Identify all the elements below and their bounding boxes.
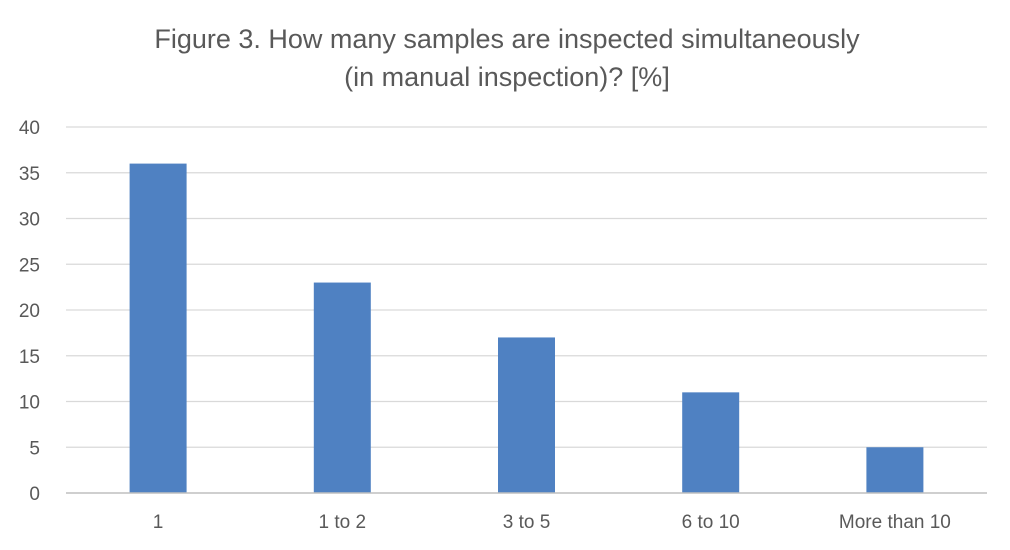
y-tick-label: 30 [19, 210, 40, 231]
y-tick-label: 5 [29, 438, 40, 459]
bar [129, 163, 187, 493]
x-tick-label: More than 10 [839, 512, 951, 533]
bar [313, 282, 371, 493]
x-tick-label: 1 to 2 [319, 512, 367, 533]
y-tick-label: 0 [29, 484, 40, 505]
bar [866, 447, 924, 493]
y-tick-label: 25 [19, 255, 40, 276]
y-tick-label: 20 [19, 301, 40, 322]
x-axis-ticks: 1 1 to 2 3 to 5 6 to 10 More than 10 [153, 512, 951, 533]
y-tick-label: 40 [19, 118, 40, 139]
y-axis-ticks: 0 5 10 15 20 25 30 35 40 [19, 118, 40, 505]
bars [129, 163, 924, 493]
y-tick-label: 10 [19, 393, 40, 414]
bar [498, 337, 555, 493]
y-tick-label: 15 [19, 347, 40, 368]
x-tick-label: 1 [153, 512, 164, 533]
chart-title-line-2: (in manual inspection)? [%] [344, 62, 670, 92]
chart-title: Figure 3. How many samples are inspected… [0, 20, 1010, 96]
y-tick-label: 35 [19, 164, 40, 185]
bar [682, 392, 740, 493]
x-tick-label: 3 to 5 [503, 512, 551, 533]
chart-title-line-1: Figure 3. How many samples are inspected… [154, 24, 860, 54]
x-tick-label: 6 to 10 [682, 512, 740, 533]
